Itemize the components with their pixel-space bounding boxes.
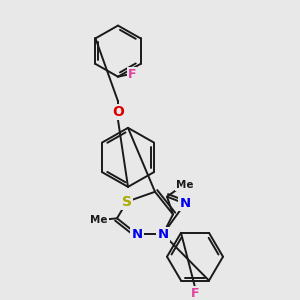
Text: O: O [112, 105, 124, 119]
Text: F: F [128, 68, 136, 81]
Text: S: S [122, 195, 132, 208]
Text: N: N [158, 228, 169, 241]
Text: N: N [131, 228, 142, 241]
Text: F: F [191, 286, 199, 300]
Text: Me: Me [90, 215, 108, 225]
Text: Me: Me [176, 180, 194, 190]
Text: N: N [179, 197, 191, 210]
